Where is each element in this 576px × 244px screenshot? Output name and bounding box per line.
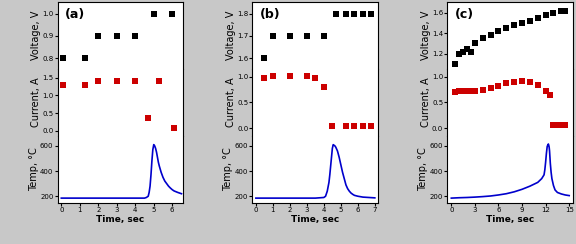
Point xyxy=(149,12,158,16)
Point xyxy=(260,76,269,80)
Point xyxy=(525,80,535,84)
Point xyxy=(450,62,460,66)
Point xyxy=(560,123,570,127)
Point xyxy=(94,34,103,38)
Point xyxy=(358,124,367,128)
Point xyxy=(517,21,526,25)
Point xyxy=(143,116,153,120)
Point xyxy=(541,13,550,17)
Point xyxy=(367,124,376,128)
Point xyxy=(478,36,487,40)
Point xyxy=(533,82,543,86)
Point xyxy=(367,12,376,16)
Point xyxy=(169,126,179,130)
Point xyxy=(331,12,340,16)
Y-axis label: Temp, °C: Temp, °C xyxy=(418,147,429,191)
Point xyxy=(260,56,269,60)
Point xyxy=(517,79,526,83)
Point xyxy=(560,9,570,13)
Point xyxy=(350,12,359,16)
Point xyxy=(342,124,351,128)
Point xyxy=(268,34,278,38)
Point xyxy=(510,80,519,84)
Point xyxy=(502,26,511,30)
Y-axis label: Voltage, V: Voltage, V xyxy=(31,11,41,61)
Point xyxy=(302,74,312,78)
Point xyxy=(112,80,122,83)
Point xyxy=(59,56,68,60)
Point xyxy=(450,90,460,94)
X-axis label: Time, sec: Time, sec xyxy=(291,215,339,224)
Y-axis label: Temp, °C: Temp, °C xyxy=(223,147,233,191)
Point xyxy=(112,34,122,38)
Y-axis label: Voltage, V: Voltage, V xyxy=(226,11,236,61)
Y-axis label: Current, A: Current, A xyxy=(420,78,431,127)
Y-axis label: Voltage, V: Voltage, V xyxy=(420,11,431,61)
Point xyxy=(510,23,519,27)
Point xyxy=(59,83,68,87)
Point xyxy=(131,80,140,83)
Point xyxy=(549,123,558,127)
Point xyxy=(557,9,566,13)
Text: (b): (b) xyxy=(260,8,281,21)
Point xyxy=(549,11,558,15)
X-axis label: Time, sec: Time, sec xyxy=(96,215,145,224)
Point xyxy=(81,56,90,60)
Point xyxy=(454,52,464,56)
Point xyxy=(533,16,543,20)
Point xyxy=(486,33,495,37)
Point xyxy=(458,50,468,54)
Point xyxy=(467,89,476,93)
Point xyxy=(458,89,468,93)
Point xyxy=(486,86,495,90)
Point xyxy=(285,74,294,78)
Point xyxy=(470,41,479,45)
Point xyxy=(494,84,503,88)
Point xyxy=(285,34,294,38)
Text: (a): (a) xyxy=(65,8,85,21)
Point xyxy=(557,123,566,127)
Point xyxy=(168,12,177,16)
Point xyxy=(342,12,351,16)
Point xyxy=(478,88,487,92)
Point xyxy=(81,83,90,87)
Point xyxy=(319,34,328,38)
Point xyxy=(502,81,511,85)
Point xyxy=(463,89,472,93)
Point xyxy=(470,89,479,93)
Point xyxy=(525,19,535,23)
Point xyxy=(328,124,337,128)
Point xyxy=(541,89,550,93)
Point xyxy=(131,34,140,38)
Point xyxy=(268,74,278,78)
Point xyxy=(94,80,103,83)
Point xyxy=(553,123,562,127)
Y-axis label: Temp, °C: Temp, °C xyxy=(29,147,39,191)
Point xyxy=(302,34,312,38)
Point xyxy=(358,12,367,16)
Point xyxy=(454,89,464,93)
Point xyxy=(467,50,476,54)
Text: (c): (c) xyxy=(455,8,474,21)
Point xyxy=(319,85,328,89)
Point xyxy=(350,124,359,128)
X-axis label: Time, sec: Time, sec xyxy=(486,215,535,224)
Y-axis label: Current, A: Current, A xyxy=(226,78,236,127)
Point xyxy=(545,93,554,97)
Point xyxy=(463,47,472,51)
Point xyxy=(311,76,320,80)
Point xyxy=(494,29,503,33)
Point xyxy=(155,80,164,83)
Y-axis label: Current, A: Current, A xyxy=(31,78,41,127)
